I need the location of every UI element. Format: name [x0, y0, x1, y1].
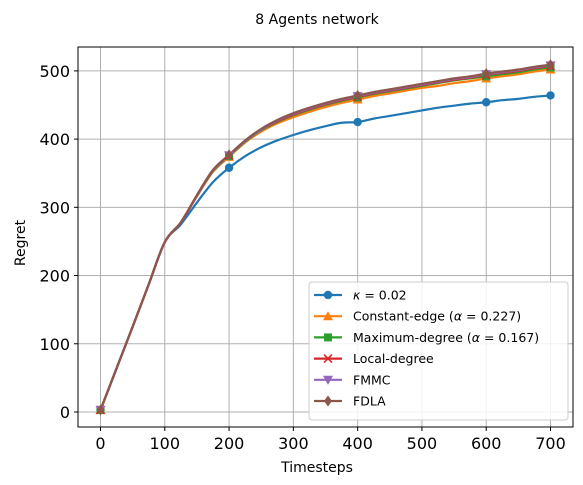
series-point-0	[546, 91, 555, 100]
y-axis-title: Regret	[13, 219, 29, 266]
y-tick-label: 300	[39, 198, 70, 217]
legend-label: FDLA	[353, 394, 386, 409]
y-tick-label: 500	[39, 62, 70, 81]
legend-marker	[324, 395, 332, 407]
y-axis: 0 100 200 300 400 500	[39, 62, 78, 422]
legend-marker	[323, 311, 333, 321]
series-point-5	[96, 404, 105, 416]
legend-label: κ = 0.02	[353, 288, 407, 303]
y-tick-label: 0	[60, 403, 70, 422]
x-tick-label: 500	[407, 434, 438, 453]
y-tick-label: 100	[39, 335, 70, 354]
legend-label: Maximum-degree (α = 0.167)	[353, 330, 539, 345]
x-tick-label: 400	[342, 434, 373, 453]
x-tick-label: 600	[471, 434, 502, 453]
x-tick-label: 200	[214, 434, 245, 453]
series-lines	[99, 63, 551, 411]
legend-box	[308, 281, 569, 421]
chart-title: 8 Agents network	[255, 12, 379, 28]
x-axis: 0 100 200 300 400 500 600 700	[95, 427, 566, 453]
x-tick-label: 100	[150, 434, 181, 453]
legend-label: FMMC	[353, 372, 391, 387]
series-point-0	[482, 98, 491, 107]
legend-label: Constant-edge (α = 0.227)	[353, 309, 521, 324]
x-tick-label: 300	[278, 434, 309, 453]
series-point-5	[353, 89, 362, 101]
legend-label: Local-degree	[353, 351, 434, 366]
plot-frame	[77, 46, 574, 428]
legend-marker	[324, 333, 332, 342]
legend-marker	[323, 375, 333, 385]
x-axis-title: Timesteps	[280, 460, 353, 476]
legend-marker	[323, 354, 333, 364]
series-point-5	[546, 59, 555, 71]
legend: κ = 0.02 Constant-edge (α = 0.227) Maximum…	[308, 281, 569, 421]
series-point-5	[225, 149, 234, 161]
x-tick-label: 700	[535, 434, 566, 453]
series-point-5	[482, 68, 491, 80]
series-line-5	[99, 63, 551, 411]
series-point-0	[224, 163, 234, 172]
x-tick-label: 0	[95, 434, 105, 453]
legend-marker	[323, 290, 333, 300]
series-markers	[95, 59, 556, 416]
y-tick-label: 400	[39, 130, 70, 149]
series-point-0	[353, 117, 362, 127]
y-tick-label: 200	[39, 267, 70, 286]
